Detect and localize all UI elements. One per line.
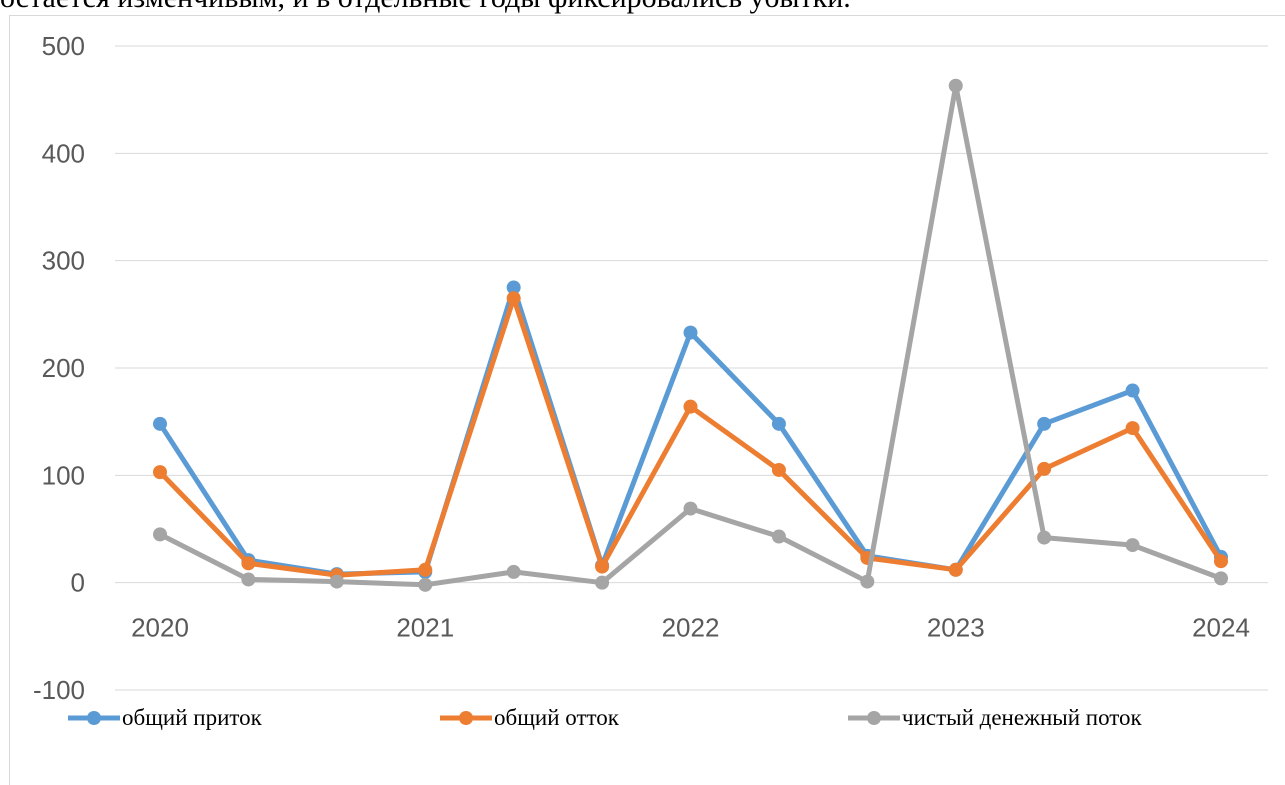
legend-label: общий отток [494, 705, 620, 730]
data-point [771, 462, 786, 477]
x-tick-label: 2023 [927, 613, 985, 643]
data-point [153, 465, 167, 480]
legend-marker-0 [87, 711, 101, 725]
document-text-line: остается изменчивым, и в отдельные годы … [0, 0, 1285, 18]
data-point [329, 574, 344, 589]
y-tick-label: 100 [42, 460, 85, 490]
chart-frame [9, 15, 1285, 785]
data-point [418, 562, 433, 577]
x-tick-label: 2024 [1192, 613, 1250, 643]
data-point [153, 527, 167, 542]
data-point [595, 559, 610, 574]
data-point [1214, 554, 1228, 569]
data-point [418, 577, 433, 592]
data-point [771, 416, 786, 431]
series-line-1 [157, 295, 1224, 578]
y-tick-label: 500 [42, 31, 85, 61]
data-point [1037, 530, 1052, 545]
x-tick-label: 2022 [662, 613, 720, 643]
data-point [948, 78, 963, 93]
data-point [683, 399, 698, 414]
data-point [506, 291, 521, 306]
y-tick-label: 300 [42, 246, 85, 276]
data-point [1125, 421, 1140, 436]
data-point [683, 325, 698, 340]
data-point [241, 572, 256, 587]
data-point [860, 574, 875, 589]
y-tick-label: 200 [42, 353, 85, 383]
y-tick-label: 0 [71, 568, 85, 598]
data-point [595, 575, 610, 590]
data-point [153, 416, 167, 431]
data-point [1037, 416, 1052, 431]
data-point [771, 529, 786, 544]
data-point [1214, 571, 1228, 586]
data-point [1125, 538, 1140, 553]
data-point [1125, 383, 1140, 398]
data-point [241, 556, 256, 571]
y-tick-label: 400 [42, 138, 85, 168]
data-point [948, 562, 963, 577]
data-point [506, 280, 521, 295]
y-tick-label: -100 [33, 675, 85, 705]
data-point [506, 564, 521, 579]
legend-label: общий приток [122, 705, 263, 730]
legend-marker-2 [867, 711, 881, 725]
legend-marker-1 [459, 711, 473, 725]
x-tick-label: 2021 [396, 613, 454, 643]
data-point [683, 501, 698, 516]
legend-label: чистый денежный поток [902, 705, 1143, 730]
x-tick-label: 2020 [131, 613, 189, 643]
data-point [1037, 461, 1052, 476]
